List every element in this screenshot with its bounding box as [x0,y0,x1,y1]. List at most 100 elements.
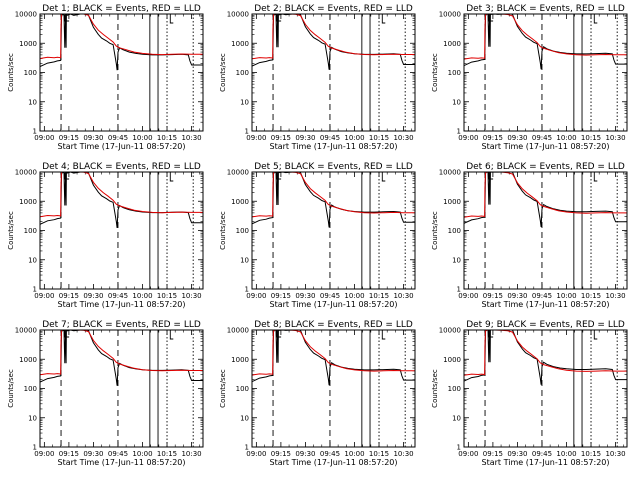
chart-panel: Det 6; BLACK = Events, RED = LLD 1 10 100 10… [431,162,628,309]
chart-title: Det 4; BLACK = Events, RED = LLD [42,162,201,172]
x-tick-label: 09:30 [295,134,315,142]
chart-title: Det 5; BLACK = Events, RED = LLD [254,162,413,172]
y-tick-label: 10000 [227,169,249,177]
chart-title: Det 9; BLACK = Events, RED = LLD [466,320,625,330]
x-tick-label: 10:00 [344,134,364,142]
x-tick-label: 10:30 [393,292,413,300]
y-axis-label: Counts/sec [431,53,439,92]
top-edge-marker [169,172,174,182]
y-tick-label: 1000 [443,356,461,364]
y-tick-label: 1000 [231,40,249,48]
x-tick-label: 09:15 [483,134,503,142]
chart-panel: Det 3; BLACK = Events, RED = LLD 1 10 100 10… [431,4,628,151]
plot-frame [251,13,416,132]
chart-panel: Det 5; BLACK = Events, RED = LLD 1 10 100 10… [219,162,416,309]
y-tick-label: 100 [448,385,461,393]
y-tick-label: 1 [33,128,37,136]
chart-title: Det 8; BLACK = Events, RED = LLD [254,320,413,330]
x-tick-label: 09:00 [34,134,54,142]
x-tick-label: 09:45 [320,292,340,300]
plot-frame [39,171,204,290]
plot-frame [463,13,628,132]
y-axis-label: Counts/sec [7,369,15,408]
y-tick-label: 100 [24,227,37,235]
chart-panel: Det 7; BLACK = Events, RED = LLD 1 10 100 10… [7,320,204,467]
y-axis-label: Counts/sec [219,369,227,408]
chart-title: Det 6; BLACK = Events, RED = LLD [466,162,625,172]
x-tick-label: 10:00 [556,292,576,300]
x-tick-label: 09:45 [108,134,128,142]
y-tick-label: 10 [28,414,37,422]
x-tick-label: 09:45 [108,450,128,458]
x-tick-label: 09:15 [483,450,503,458]
top-edge-marker [381,172,386,182]
y-axis-label: Counts/sec [431,211,439,250]
top-edge-marker [593,172,598,182]
y-tick-label: 10000 [15,327,37,335]
x-tick-label: 10:15 [369,134,389,142]
lld-series-line [40,172,203,218]
x-tick-label: 10:15 [581,450,601,458]
x-tick-label: 10:15 [581,292,601,300]
y-tick-label: 1 [245,128,249,136]
events-series-line [40,330,203,386]
y-tick-label: 1000 [231,356,249,364]
y-tick-label: 100 [24,69,37,77]
y-tick-label: 100 [24,385,37,393]
x-tick-label: 10:15 [157,134,177,142]
y-tick-label: 1000 [19,40,37,48]
x-tick-label: 09:00 [246,292,266,300]
chart-panel: Det 9; BLACK = Events, RED = LLD 1 10 100 10… [431,320,628,467]
x-tick-label: 09:15 [59,450,79,458]
x-tick-label: 10:15 [581,134,601,142]
x-axis-label: Start Time (17-Jun-11 08:57:20) [270,142,398,151]
chart-title: Det 2; BLACK = Events, RED = LLD [254,4,413,14]
x-tick-label: 10:30 [605,450,625,458]
y-tick-label: 10000 [439,169,461,177]
lld-series-line [40,330,203,376]
y-tick-label: 1000 [19,356,37,364]
y-tick-label: 10 [28,98,37,106]
lld-series-line [252,172,415,218]
x-tick-label: 09:15 [59,292,79,300]
x-tick-label: 10:00 [132,450,152,458]
x-tick-label: 09:30 [83,292,103,300]
x-tick-label: 10:00 [132,134,152,142]
events-series-line [464,14,627,70]
x-tick-label: 09:45 [320,134,340,142]
plot-frame [251,329,416,448]
top-edge-marker [169,14,174,24]
y-tick-label: 1 [457,286,461,294]
x-tick-label: 10:30 [605,134,625,142]
top-edge-marker [593,14,598,24]
lld-series-line [40,14,203,59]
plot-frame [39,13,204,132]
x-axis-label: Start Time (17-Jun-11 08:57:20) [58,300,186,309]
chart-title: Det 3; BLACK = Events, RED = LLD [466,4,625,14]
x-tick-label: 09:45 [532,292,552,300]
y-tick-label: 1000 [443,198,461,206]
y-tick-label: 1 [245,444,249,452]
lld-series-line [464,14,627,60]
y-tick-label: 10 [240,256,249,264]
y-tick-label: 10 [240,98,249,106]
x-tick-label: 09:15 [271,292,291,300]
chart-panel: Det 4; BLACK = Events, RED = LLD 1 10 100 10… [7,162,204,309]
events-series-line [40,172,203,228]
y-tick-label: 1 [457,128,461,136]
x-axis-label: Start Time (17-Jun-11 08:57:20) [482,142,610,151]
y-tick-label: 10000 [15,169,37,177]
plot-frame [463,329,628,448]
x-tick-label: 10:30 [181,292,201,300]
x-tick-label: 10:15 [157,450,177,458]
events-series-line [252,172,415,228]
y-tick-label: 100 [236,227,249,235]
plot-frame [251,171,416,290]
x-tick-label: 10:15 [157,292,177,300]
y-tick-label: 100 [236,69,249,77]
y-tick-label: 100 [448,227,461,235]
x-tick-label: 10:30 [605,292,625,300]
y-axis-label: Counts/sec [431,369,439,408]
events-series-line [464,330,627,385]
events-series-line [252,330,415,386]
